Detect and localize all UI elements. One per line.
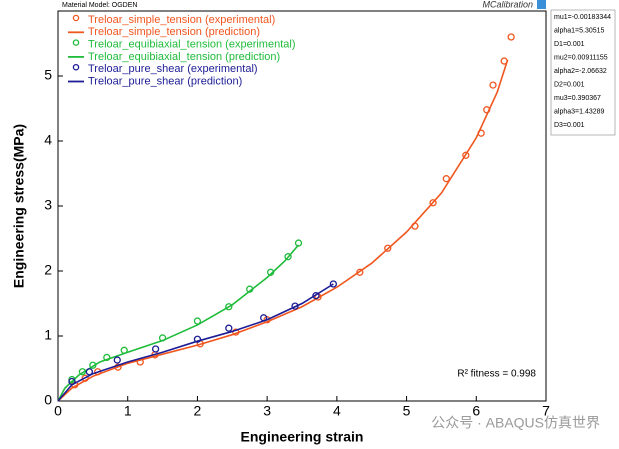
data-point — [225, 303, 233, 311]
data-point — [507, 33, 515, 41]
legend-label: Treloar_pure_shear (experimental) — [88, 63, 258, 75]
legend-label: Treloar_equibiaxial_tension (prediction) — [88, 51, 280, 63]
legend-label: Treloar_pure_shear (prediction) — [88, 75, 242, 87]
parameter: mu3=0.390367 — [554, 95, 601, 102]
x-tick-label: 2 — [194, 403, 202, 419]
y-tick-label: 0 — [44, 392, 52, 408]
parameter: alpha1=5.30515 — [554, 27, 605, 34]
data-point — [151, 345, 160, 353]
y-tick-label: 2 — [44, 262, 52, 278]
x-tick-label: 7 — [542, 403, 550, 419]
x-tick-label: 0 — [54, 403, 62, 419]
parameter: mu2=0.00911155 — [554, 54, 608, 61]
material-model: Material Model: OGDEN — [62, 2, 137, 9]
data-point — [429, 199, 437, 207]
legend-marker — [72, 14, 80, 22]
data-point — [462, 151, 470, 159]
data-point — [442, 175, 450, 183]
y-tick-label: 3 — [44, 197, 52, 213]
legend-label: Treloar_simple_tension (prediction) — [88, 26, 260, 38]
data-point — [329, 280, 338, 288]
legend-label: Treloar_simple_tension (experimental) — [88, 14, 275, 26]
legend-label: Treloar_equibiaxial_tension (experimenta… — [88, 39, 295, 51]
brand: MCalibration — [482, 0, 533, 9]
x-axis-label: Engineering strain — [241, 429, 364, 445]
data-point — [103, 353, 111, 362]
parameter-box — [550, 9, 616, 136]
parameter: mu1=-0.00183344 — [554, 14, 611, 21]
parameter: D1=0.001 — [554, 41, 585, 48]
parameter: D3=0.001 — [554, 122, 585, 129]
data-point — [113, 356, 121, 364]
parameter: D2=0.001 — [554, 81, 585, 88]
x-tick-label: 1 — [124, 403, 132, 419]
x-tick-label: 3 — [263, 403, 271, 419]
data-point — [114, 363, 122, 371]
legend-marker — [72, 63, 80, 71]
parameter: alpha2=-2.06632 — [554, 68, 607, 75]
watermark: 公众号 · ABAQUS仿真世界 — [431, 415, 600, 431]
data-point — [312, 292, 320, 300]
x-tick-label: 4 — [333, 403, 341, 419]
parameter: alpha3=1.43289 — [554, 108, 605, 115]
x-tick-label: 6 — [472, 403, 480, 419]
y-tick-label: 4 — [44, 132, 52, 148]
data-point — [193, 335, 202, 343]
y-tick-label: 5 — [44, 67, 52, 83]
data-point — [384, 244, 392, 252]
x-tick-label: 5 — [403, 403, 411, 419]
y-axis-label: Engineering stress(MPa) — [11, 124, 27, 288]
data-point — [225, 324, 233, 332]
legend-marker — [72, 39, 80, 46]
data-point — [284, 253, 292, 261]
data-point — [489, 81, 497, 89]
y-tick-label: 1 — [44, 327, 52, 343]
prediction-line — [57, 59, 509, 402]
prediction-line — [57, 283, 334, 402]
fitness: R² fitness = 0.998 — [457, 369, 536, 380]
data-point — [356, 268, 364, 276]
brand-icon — [537, 0, 546, 9]
